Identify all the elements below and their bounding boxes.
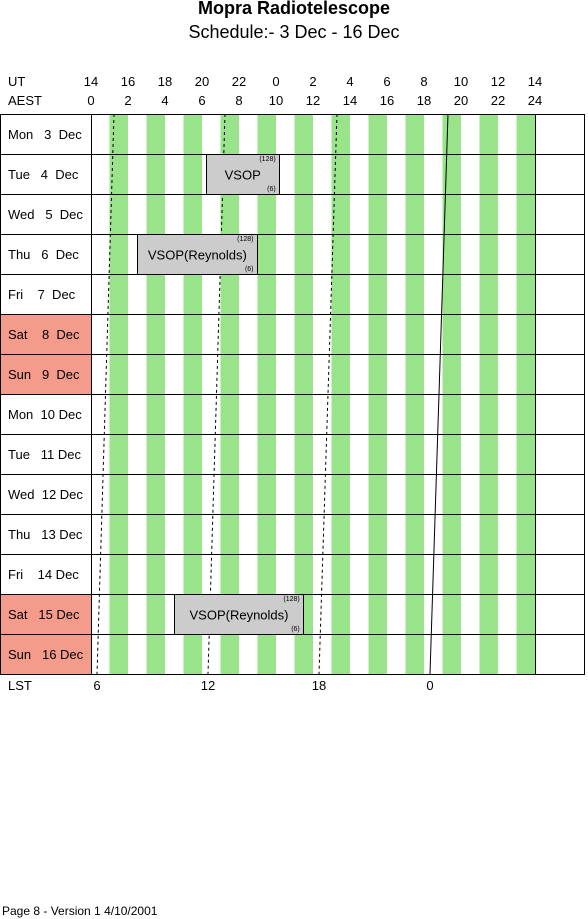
lst-line (429, 113, 449, 675)
booking-block[interactable]: VSOP(Reynolds) (128) (6) (137, 234, 258, 275)
day-label: Fri 7 Dec (8, 287, 76, 302)
booking-bottom-note: (6) (244, 266, 254, 273)
booking-block[interactable]: VSOP (128) (6) (205, 154, 280, 195)
lst-tick-label: 6 (93, 678, 101, 693)
aest-tick-label: 8 (235, 93, 243, 108)
day-label: Sat 15 Dec (1, 595, 91, 634)
lst-tick-label: 0 (426, 678, 434, 693)
day-label: Tue 4 Dec (8, 167, 79, 182)
aest-tick-label: 0 (87, 93, 95, 108)
lst-axis-label: LST (8, 678, 32, 693)
booking-bottom-note: (6) (291, 626, 300, 633)
day-label: Sun 9 Dec (1, 355, 91, 394)
lst-tick-label: 12 (200, 678, 216, 693)
ut-tick-label: 18 (157, 74, 173, 89)
aest-tick-label: 24 (527, 93, 543, 108)
aest-tick-label: 18 (416, 93, 432, 108)
booking-bottom-note: (6) (267, 186, 276, 193)
booking-name: VSOP(Reynolds) (189, 607, 289, 622)
ut-tick-label: 0 (272, 74, 280, 89)
aest-tick-label: 20 (453, 93, 469, 108)
day-label: Mon 10 Dec (8, 407, 82, 422)
aest-tick-label: 6 (198, 93, 206, 108)
aest-tick-label: 12 (305, 93, 321, 108)
ut-tick-label: 22 (231, 74, 247, 89)
ut-tick-label: 8 (420, 74, 428, 89)
ut-axis-label: UT (8, 74, 26, 89)
day-label: Sat 8 Dec (1, 315, 91, 354)
aest-tick-label: 14 (342, 93, 358, 108)
day-label: Mon 3 Dec (8, 127, 82, 142)
aest-tick-label: 22 (490, 93, 506, 108)
booking-name: VSOP (224, 167, 261, 182)
aest-tick-label: 16 (379, 93, 395, 108)
ut-tick-label: 12 (490, 74, 506, 89)
page-title: Mopra Radiotelescope (197, 0, 391, 18)
booking-block[interactable]: VSOP(Reynolds) (128) (6) (174, 594, 304, 635)
ut-tick-label: 4 (346, 74, 354, 89)
booking-name: VSOP(Reynolds) (147, 247, 247, 262)
day-label: Tue 11 Dec (8, 447, 81, 462)
aest-tick-label: 4 (161, 93, 169, 108)
lst-tick-label: 18 (311, 678, 327, 693)
ut-tick-label: 2 (309, 74, 317, 89)
day-label: Fri 14 Dec (8, 567, 79, 582)
aest-tick-label: 2 (124, 93, 132, 108)
booking-top-note: (128) (259, 156, 276, 163)
day-label: Wed 12 Dec (8, 487, 83, 502)
day-label: Thu 6 Dec (8, 247, 79, 262)
day-label: Wed 5 Dec (8, 207, 83, 222)
ut-tick-label: 10 (453, 74, 469, 89)
booking-top-note: (128) (283, 596, 300, 603)
ut-tick-label: 14 (83, 74, 99, 89)
ut-tick-label: 6 (383, 74, 391, 89)
ut-tick-label: 16 (120, 74, 136, 89)
ut-tick-label: 20 (194, 74, 210, 89)
page-footer: Page 8 - Version 1 4/10/2001 (2, 904, 158, 918)
booking-top-note: (128) (237, 236, 254, 243)
schedule-subtitle: Schedule:- 3 Dec - 16 Dec (188, 22, 400, 42)
day-label: Thu 13 Dec (8, 527, 83, 542)
day-label: Sun 16 Dec (1, 635, 91, 674)
aest-axis-label: AEST (8, 93, 42, 108)
ut-tick-label: 14 (527, 74, 543, 89)
aest-tick-label: 10 (268, 93, 284, 108)
